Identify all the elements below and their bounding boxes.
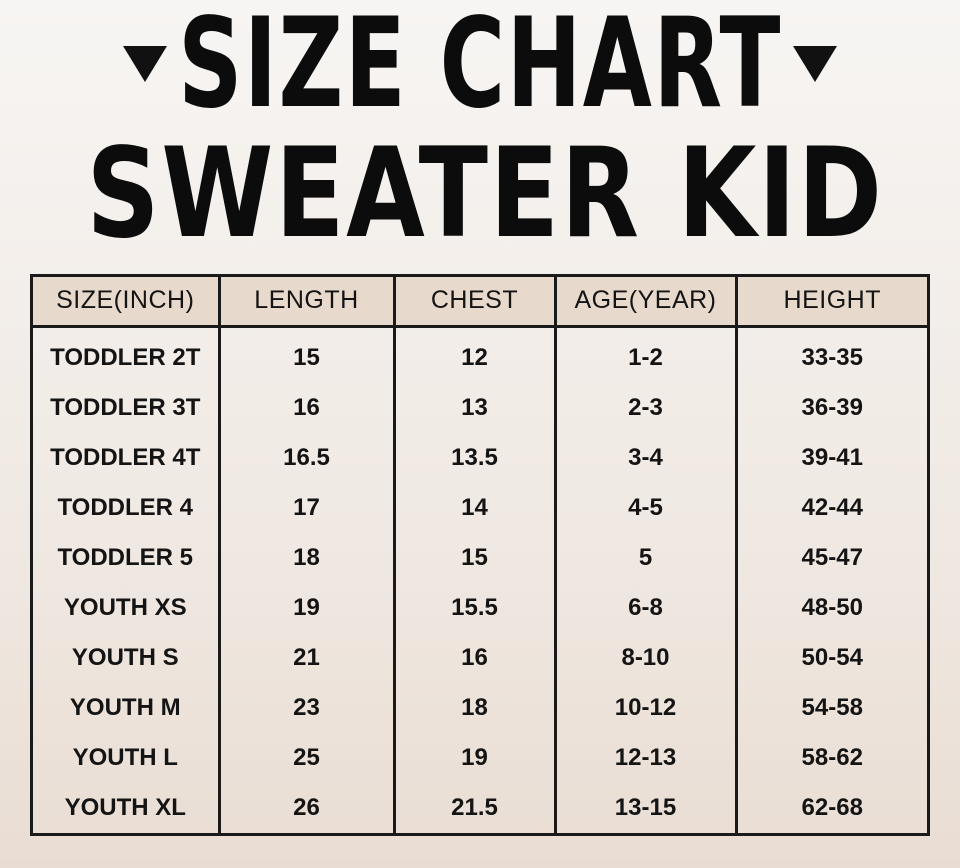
table-row: YOUTH L 25 19 12-13 58-62 xyxy=(33,733,927,783)
title-block: SIZE CHART SWEATER KID xyxy=(0,0,960,270)
cell-chest: 15.5 xyxy=(394,583,557,634)
cell-size: TODDLER 5 xyxy=(33,533,221,584)
table-row: YOUTH S 21 16 8-10 50-54 xyxy=(33,633,927,684)
cell-size: YOUTH L xyxy=(33,733,221,783)
table-row: TODDLER 4 17 14 4-5 42-44 xyxy=(33,483,927,534)
cell-chest: 18 xyxy=(394,683,557,734)
cell-height: 36-39 xyxy=(801,394,863,422)
header-chest: CHEST xyxy=(394,277,557,328)
cell-size: TODDLER 3T xyxy=(33,383,221,434)
cell-age: 13-15 xyxy=(555,782,738,833)
cell-age: 3-4 xyxy=(555,433,738,484)
table-row: TODDLER 3T 16 13 2-3 36-39 xyxy=(33,383,927,434)
table-row: TODDLER 2T 15 12 1-2 33-35 xyxy=(33,326,927,384)
cell-chest: 13.5 xyxy=(394,433,557,484)
header-size: SIZE(INCH) xyxy=(33,277,221,328)
cell-height: 48-50 xyxy=(801,594,863,622)
cell-height: 54-58 xyxy=(801,694,863,722)
cell-height: 62-68 xyxy=(801,793,863,821)
table-row: YOUTH XS 19 15.5 6-8 48-50 xyxy=(33,583,927,634)
cell-length: 25 xyxy=(219,733,396,783)
cell-size: YOUTH M xyxy=(33,683,221,734)
header-height: HEIGHT xyxy=(736,277,927,328)
cell-length: 16 xyxy=(219,383,396,434)
cell-length: 19 xyxy=(219,583,396,634)
cell-age: 10-12 xyxy=(555,683,738,734)
cell-chest: 19 xyxy=(394,733,557,783)
triangle-down-icon xyxy=(123,46,167,82)
title-line-1: SIZE CHART xyxy=(178,0,782,136)
cell-age: 2-3 xyxy=(555,383,738,434)
cell-size: YOUTH S xyxy=(33,633,221,684)
title-line-2: SWEATER KID xyxy=(86,122,884,266)
cell-length: 15 xyxy=(219,326,396,384)
cell-chest: 16 xyxy=(394,633,557,684)
cell-chest: 14 xyxy=(394,483,557,534)
cell-length: 17 xyxy=(219,483,396,534)
size-table-grid: SIZE(INCH) LENGTH CHEST AGE(YEAR) HEIGHT… xyxy=(33,277,927,833)
cell-size: TODDLER 2T xyxy=(33,326,221,384)
table-row: TODDLER 5 18 15 5 45-47 xyxy=(33,533,927,584)
table-row: YOUTH M 23 18 10-12 54-58 xyxy=(33,683,927,734)
cell-chest: 13 xyxy=(394,383,557,434)
cell-height: 45-47 xyxy=(801,544,863,572)
cell-size: TODDLER 4 xyxy=(33,483,221,534)
cell-length: 23 xyxy=(219,683,396,734)
cell-length: 18 xyxy=(219,533,396,584)
triangle-down-icon xyxy=(793,46,837,82)
cell-age: 12-13 xyxy=(555,733,738,783)
cell-length: 21 xyxy=(219,633,396,684)
cell-height: 39-41 xyxy=(801,444,863,472)
table-row: YOUTH XL 26 21.5 13-15 62-68 xyxy=(33,782,927,833)
cell-length: 26 xyxy=(219,782,396,833)
cell-size: YOUTH XL xyxy=(33,782,221,833)
cell-height: 42-44 xyxy=(801,494,863,522)
header-age: AGE(YEAR) xyxy=(555,277,738,328)
cell-age: 8-10 xyxy=(555,633,738,684)
cell-height: 50-54 xyxy=(801,644,863,672)
size-table: SIZE(INCH) LENGTH CHEST AGE(YEAR) HEIGHT… xyxy=(30,274,930,836)
cell-size: YOUTH XS xyxy=(33,583,221,634)
cell-chest: 15 xyxy=(394,533,557,584)
cell-age: 1-2 xyxy=(555,326,738,384)
cell-height: 33-35 xyxy=(801,344,863,372)
cell-size: TODDLER 4T xyxy=(33,433,221,484)
cell-age: 5 xyxy=(555,533,738,584)
cell-chest: 21.5 xyxy=(394,782,557,833)
cell-height: 58-62 xyxy=(801,744,863,771)
cell-length: 16.5 xyxy=(219,433,396,484)
table-row: TODDLER 4T 16.5 13.5 3-4 39-41 xyxy=(33,433,927,484)
cell-age: 4-5 xyxy=(555,483,738,534)
cell-age: 6-8 xyxy=(555,583,738,634)
cell-chest: 12 xyxy=(394,326,557,384)
header-length: LENGTH xyxy=(219,277,396,328)
header-row: SIZE(INCH) LENGTH CHEST AGE(YEAR) HEIGHT xyxy=(33,277,927,328)
